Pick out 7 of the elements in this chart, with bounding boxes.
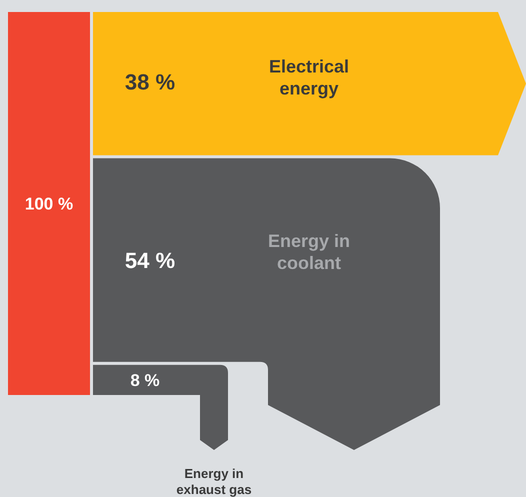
text: 100 % [24, 194, 74, 214]
data-label: 54 % [124, 248, 176, 274]
data-label: 8 % [130, 370, 160, 390]
data-label: 38 % [124, 70, 176, 95]
category-label: Energy in exhaust gas [176, 466, 252, 497]
category-label: Energy in coolant [268, 231, 350, 274]
category-label: Electrical energy [268, 56, 350, 99]
